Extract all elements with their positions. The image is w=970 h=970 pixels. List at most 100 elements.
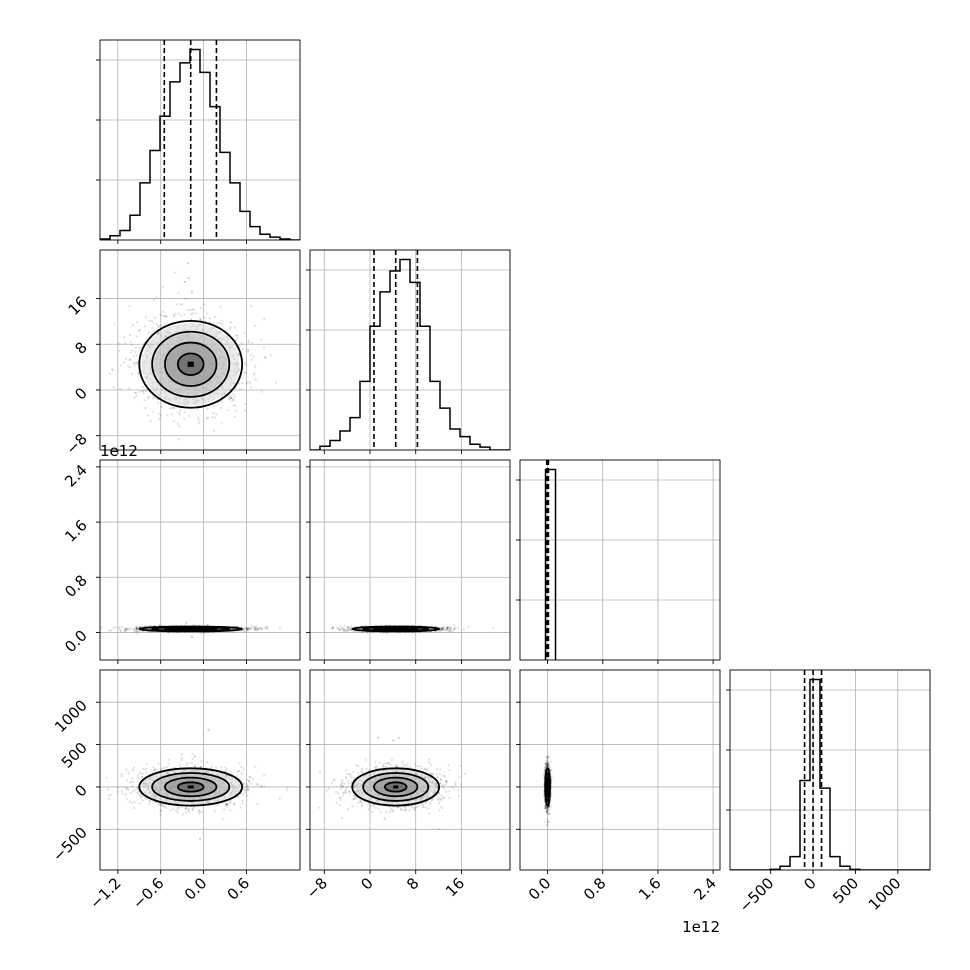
scatter-point [244,371,247,374]
scatter-point [120,775,123,778]
scatter-point [346,629,349,632]
scatter-point [178,425,181,428]
scatter-point [348,626,351,629]
scatter-point [138,794,141,797]
histogram-panel-0 [96,39,301,244]
scatter-point [191,752,194,755]
scatter-point [245,381,249,385]
scatter-point [434,625,437,628]
scatter-point [259,627,262,630]
scatter-point [153,767,157,771]
scatter-point [121,792,124,795]
scatter-point [129,366,132,369]
scatter-point [126,627,129,631]
scatter-point [173,312,176,315]
scatter-point [151,326,154,329]
scatter-point [148,319,151,322]
scatter-point [256,627,259,630]
scatter-point [175,303,178,306]
scatter-point [341,628,344,631]
scatter-point [125,768,128,771]
scatter-point [143,325,147,328]
scatter-point [123,342,127,345]
scatter-point [453,628,456,631]
scatter-point [129,791,132,795]
panel-frame [99,249,301,451]
scatter-point [135,626,138,629]
scatter-point [237,769,241,773]
scatter-point [278,626,281,629]
scatter-point [242,768,245,771]
scatter-point [234,410,237,413]
scatter-point [139,771,142,775]
scatter-point [255,626,258,629]
scatter-point [206,416,210,419]
scatter-point [208,317,211,320]
scatter-point [346,626,350,629]
scatter-point [125,787,128,790]
scatter-point [449,627,452,630]
scatter-point [146,414,149,417]
scatter-point [190,761,193,765]
scatter-point [150,320,153,323]
scatter-point [134,346,137,350]
scatter-point [213,416,216,419]
contour-line [351,625,441,633]
scatter-point [181,303,184,306]
scatter-point [206,623,209,627]
density-peak [187,361,194,367]
histogram-panel-1 [306,249,511,454]
scatter-point [232,404,235,407]
scatter-point [131,373,134,376]
scatter-point [339,625,342,628]
scatter-point [135,627,138,630]
scatter-point [179,303,182,306]
scatter-point [153,330,156,333]
scatter-point [250,304,253,307]
scatter-point [120,364,123,367]
scatter-point [206,407,209,410]
scatter-point [135,628,138,631]
scatter-point [235,775,238,778]
scatter-point [169,407,172,410]
scatter-point [225,802,229,806]
scatter-point [183,411,186,414]
scatter-point [116,786,119,789]
scatter-point [178,763,181,766]
scatter-point [243,361,246,364]
scatter-point [269,353,272,357]
scatter-point [342,628,346,631]
scatter-point [220,422,223,425]
panel-frame [729,669,931,871]
scatter-point [234,404,237,407]
scatter-point [449,628,452,631]
scatter-point [88,367,90,369]
scatter-point [125,357,128,360]
scatter-point [136,632,139,635]
scatter-point [157,412,161,415]
scatter-point [235,334,238,337]
scatter-point [240,766,243,769]
scatter-point [445,627,449,630]
scatter-point [250,358,253,361]
scatter-point [254,629,257,632]
scatter-point [246,628,249,631]
scatter-point [172,315,175,318]
scatter-point [230,397,233,400]
scatter-point [440,626,443,629]
scatter-point [449,629,452,632]
scatter-point [163,805,166,808]
scatter-point [156,401,160,404]
scatter-point [142,385,145,388]
scatter-point [214,315,217,319]
scatter-point [185,621,188,624]
scatter-point [243,630,246,633]
scatter-point [212,412,215,415]
contour-line [164,341,218,387]
scatter-point [247,627,250,630]
scatter-point [225,803,228,806]
scatter-point [139,625,142,629]
scatter-point [265,626,268,629]
scatter-point [243,331,246,334]
scatter-point [187,807,190,811]
